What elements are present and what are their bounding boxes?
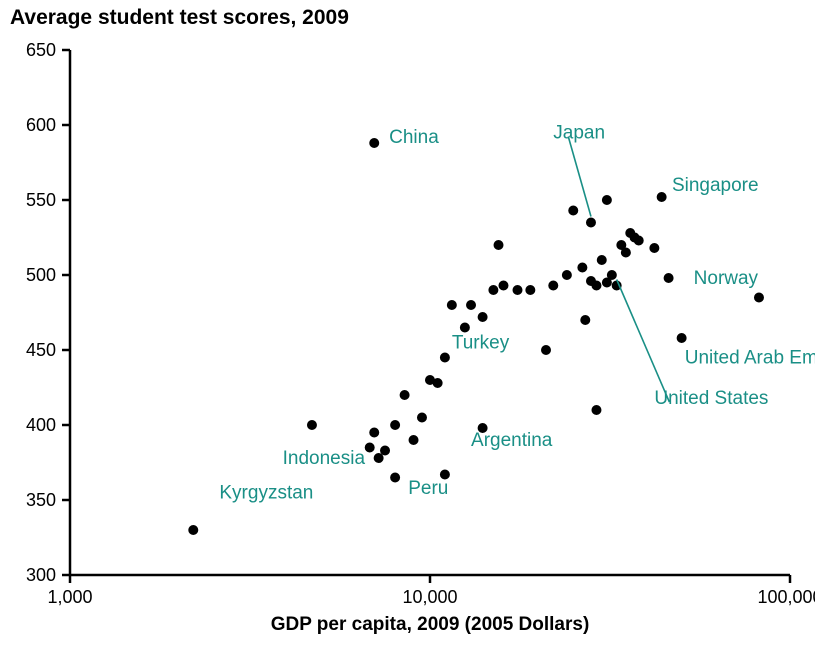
data-point	[607, 270, 617, 280]
country-label: China	[389, 127, 439, 148]
data-point	[466, 300, 476, 310]
data-point	[433, 378, 443, 388]
data-point	[512, 285, 522, 295]
data-point	[664, 273, 674, 283]
country-label: Kyrgyzstan	[219, 483, 313, 504]
country-label: United States	[654, 388, 768, 409]
data-point	[440, 353, 450, 363]
data-point	[498, 281, 508, 291]
country-label: Singapore	[672, 175, 759, 196]
data-point	[307, 420, 317, 430]
data-point	[649, 243, 659, 253]
data-point	[541, 345, 551, 355]
chart-svg: Average student test scores, 2009 300 350 4…	[0, 0, 815, 645]
y-tick-label: 400	[26, 415, 56, 435]
x-tick-label: 10,000	[402, 587, 457, 607]
data-point	[494, 240, 504, 250]
data-point	[548, 281, 558, 291]
data-point	[188, 525, 198, 535]
chart-title: Average student test scores, 2009	[10, 6, 349, 29]
data-point	[390, 420, 400, 430]
data-point	[460, 323, 470, 333]
country-label: Japan	[553, 123, 605, 144]
data-point	[525, 285, 535, 295]
data-point	[657, 192, 667, 202]
y-tick-label: 300	[26, 565, 56, 585]
country-label: United Arab Emirates	[685, 348, 815, 369]
data-point	[478, 312, 488, 322]
country-label: Norway	[694, 268, 759, 289]
data-point	[602, 195, 612, 205]
y-tick-label: 350	[26, 490, 56, 510]
data-point	[586, 218, 596, 228]
data-point	[568, 206, 578, 216]
x-axis-label: GDP per capita, 2009 (2005 Dollars)	[271, 614, 590, 635]
data-point	[754, 293, 764, 303]
data-point	[390, 473, 400, 483]
y-tick-label: 600	[26, 115, 56, 135]
scatter-chart: Average student test scores, 2009 300 350 4…	[0, 0, 815, 645]
data-point	[597, 255, 607, 265]
data-point	[409, 435, 419, 445]
data-point	[577, 263, 587, 273]
x-tick-label: 100,000	[757, 587, 815, 607]
data-point	[365, 443, 375, 453]
data-point	[369, 138, 379, 148]
y-tick-label: 550	[26, 190, 56, 210]
data-point	[488, 285, 498, 295]
country-label: Indonesia	[283, 448, 366, 469]
leader-line	[568, 137, 591, 217]
data-point	[621, 248, 631, 258]
data-point	[634, 236, 644, 246]
y-tick-label: 450	[26, 340, 56, 360]
x-tick-label: 1,000	[47, 587, 92, 607]
country-label: Argentina	[471, 430, 553, 451]
data-point	[677, 333, 687, 343]
data-point	[400, 390, 410, 400]
data-point	[591, 405, 601, 415]
data-point	[562, 270, 572, 280]
data-point	[580, 315, 590, 325]
data-point	[417, 413, 427, 423]
data-point	[380, 446, 390, 456]
y-tick-label: 650	[26, 40, 56, 60]
country-label: Peru	[408, 478, 448, 499]
country-label: Turkey	[452, 333, 510, 354]
data-point	[369, 428, 379, 438]
y-tick-label: 500	[26, 265, 56, 285]
data-point	[591, 281, 601, 291]
leader-line	[617, 280, 670, 403]
data-point	[447, 300, 457, 310]
